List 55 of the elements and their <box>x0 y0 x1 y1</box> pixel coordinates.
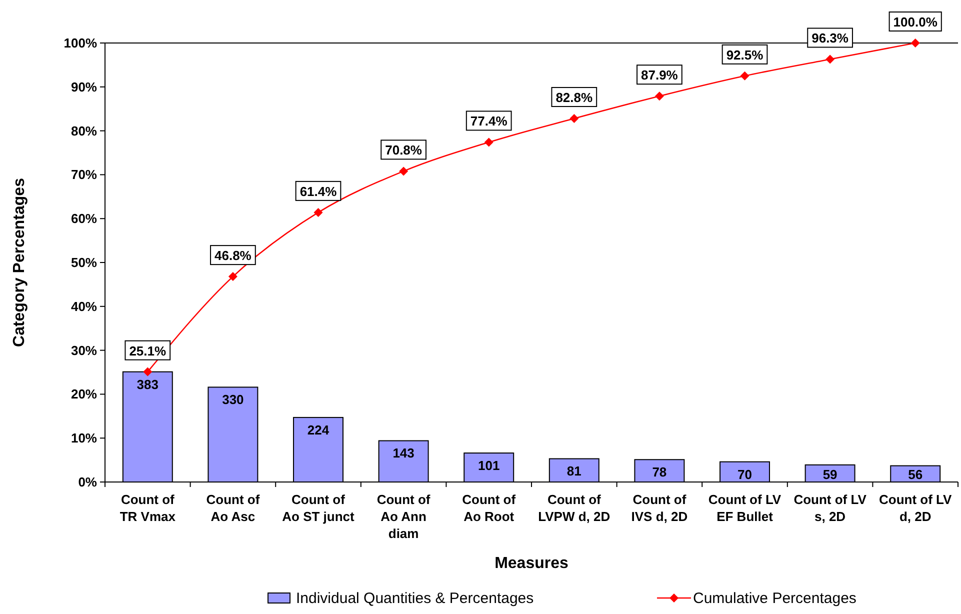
data-label: 25.1% <box>129 343 167 358</box>
annotation: 143 <box>392 446 414 461</box>
point <box>143 367 152 376</box>
x-tick-label: Count of LV s, 2D <box>794 492 867 524</box>
y-tick-label: 60% <box>70 211 98 226</box>
y-tick-label: 100% <box>64 36 98 50</box>
data-label: 87.9% <box>641 68 678 83</box>
point <box>399 166 408 176</box>
y-axis-title: Category Percentages <box>11 178 28 347</box>
annotation: 78 <box>652 464 667 480</box>
data-label: 70.8% <box>385 142 422 158</box>
point <box>228 272 238 282</box>
legend-label: Individual Quantities & Percentages <box>296 590 534 607</box>
annotation: 383 <box>136 376 158 392</box>
x-axis-title: Measures <box>494 555 569 572</box>
x-tick-label: Count of LVPW d, 2D <box>538 492 610 524</box>
x-tick-label: Count of Ao Root <box>462 492 516 524</box>
y-tick-label: 30% <box>70 342 98 358</box>
data-label: 92.5% <box>726 47 764 62</box>
annotation: 59 <box>822 467 838 482</box>
data-label: 100.0% <box>893 14 938 30</box>
data-label: 96.3% <box>812 30 849 46</box>
annotation: 70 <box>738 466 752 482</box>
y-tick-label: 90% <box>70 79 98 94</box>
y-tick-label: 70% <box>70 167 98 182</box>
x-tick-label: Count of Ao Ann diam <box>376 492 431 541</box>
x-tick-label: Count of TR Vmax <box>120 492 176 524</box>
point <box>910 38 920 48</box>
point <box>570 114 579 124</box>
data-label: 61.4% <box>300 184 338 199</box>
x-tick-label: Count of LV d, 2D <box>879 492 952 524</box>
annotation: 330 <box>222 392 244 408</box>
y-tick-label: 50% <box>70 255 98 270</box>
point <box>654 92 664 101</box>
annotation: 224 <box>307 422 330 438</box>
x-tick-label: Count of LV EF Bullet <box>708 492 782 524</box>
x-tick-label: Count of IVS d, 2D <box>631 492 688 524</box>
point <box>740 71 750 80</box>
point <box>314 208 323 217</box>
y-tick-label: 0% <box>78 474 98 490</box>
point <box>826 54 835 64</box>
point <box>484 138 494 147</box>
y-tick-label: 10% <box>70 430 98 446</box>
x-tick-label: Count of Ao ST junct <box>282 492 356 524</box>
data-label: 77.4% <box>470 114 508 129</box>
data-label: 82.8% <box>556 90 594 106</box>
data-label: 46.8% <box>214 248 252 264</box>
y-tick-label: 40% <box>70 298 98 314</box>
annotation: 56 <box>908 467 923 482</box>
y-tick-label: 20% <box>70 386 98 402</box>
annotation: 81 <box>566 464 582 479</box>
legend-label: Cumulative Percentages <box>693 590 856 607</box>
annotation: 101 <box>478 458 500 474</box>
x-tick-label: Count of Ao Asc <box>206 492 260 524</box>
y-tick-label: 80% <box>70 123 98 138</box>
